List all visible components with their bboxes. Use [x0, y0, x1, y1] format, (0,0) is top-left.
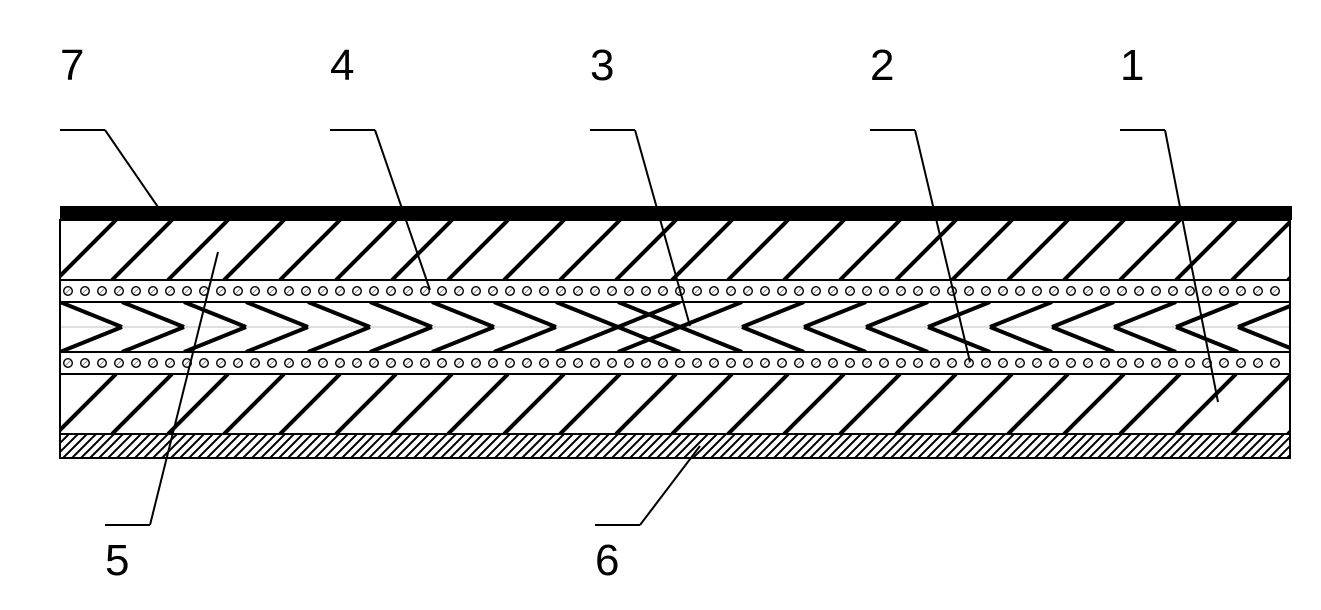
leader-2: 2	[870, 41, 970, 362]
label-4: 4	[330, 41, 354, 90]
layer-top-hatch	[0, 220, 1321, 280]
layer-thin-hatch	[27, 434, 1320, 458]
label-5: 5	[105, 536, 129, 585]
leader-3: 3	[590, 41, 690, 326]
layer-top-black	[60, 206, 1292, 220]
layer-bottom-hatch-border	[60, 374, 1290, 434]
leader-6: 6	[595, 446, 700, 585]
label-3: 3	[590, 41, 614, 90]
leader-7: 7	[60, 41, 160, 210]
label-6: 6	[595, 536, 619, 585]
label-1: 1	[1120, 41, 1144, 90]
diagram-svg: 7 4 3 2 1 5 6	[0, 0, 1321, 610]
leader-4: 4	[330, 41, 430, 290]
label-7: 7	[60, 41, 84, 90]
layer-dotted-lower	[64, 359, 1280, 368]
label-2: 2	[870, 41, 894, 90]
layer-dotted-upper	[64, 287, 1280, 296]
layer-bottom-hatch	[0, 374, 1321, 434]
